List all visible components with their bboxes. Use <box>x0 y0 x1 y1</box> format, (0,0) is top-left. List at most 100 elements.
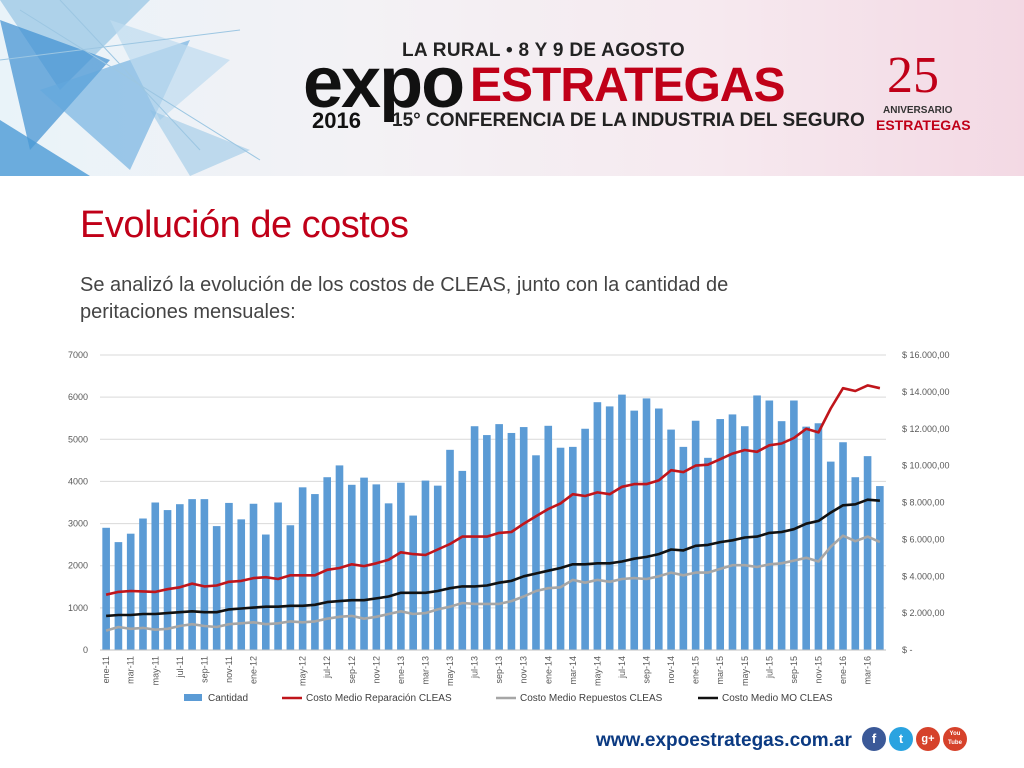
bar <box>826 461 835 650</box>
bar <box>237 519 246 650</box>
anniversary-brand: ESTRATEGAS <box>876 117 971 133</box>
x-tick-label: may-15 <box>740 656 750 686</box>
x-tick-label: jul-11 <box>175 656 185 678</box>
bar <box>691 420 700 650</box>
x-tick-label: mar-13 <box>420 656 430 685</box>
y-right-tick-label: $ 16.000,00 <box>902 350 950 360</box>
bar <box>679 446 688 650</box>
bar <box>261 534 270 650</box>
x-tick-label: nov-14 <box>666 656 676 684</box>
x-tick-label: nov-11 <box>224 656 234 683</box>
bar <box>704 457 712 650</box>
bar <box>458 470 467 650</box>
facebook-icon[interactable]: f <box>862 727 886 751</box>
x-tick-label: mar-11 <box>126 656 136 684</box>
bar <box>507 432 516 650</box>
bar <box>802 426 810 650</box>
bar <box>618 394 626 650</box>
chart-svg: 0 1000 2000 3000 4000 5000 6000 7000 $ - $ 2.000,… <box>68 350 950 704</box>
x-tick-label: jul-14 <box>617 656 627 679</box>
bar <box>102 527 110 650</box>
cost-evolution-chart: 0 1000 2000 3000 4000 5000 6000 7000 $ - $ 2.000,… <box>56 340 976 712</box>
x-tick-label: ene-12 <box>249 656 259 684</box>
youtube-icon[interactable]: You Tube <box>943 727 967 751</box>
logo-expo: expo <box>303 43 465 123</box>
bar <box>470 426 479 650</box>
bar <box>446 449 454 650</box>
bar <box>409 515 417 650</box>
bar <box>593 402 602 650</box>
bar <box>716 419 725 650</box>
bar <box>225 502 233 650</box>
header-banner: LA RURAL • 8 Y 9 DE AGOSTO expo ESTRATEG… <box>0 0 1024 176</box>
bar <box>323 477 332 650</box>
bar <box>814 423 823 650</box>
legend-label: Costo Medio MO CLEAS <box>722 693 833 704</box>
x-tick-label: mar-14 <box>568 656 578 685</box>
banner-decoration <box>0 0 261 176</box>
bar <box>863 456 872 650</box>
y-left-tick-label: 5000 <box>68 434 88 444</box>
bar <box>360 477 368 650</box>
bar <box>421 480 430 650</box>
x-tick-label: nov-12 <box>371 656 381 684</box>
y-right-tick-label: $ 4.000,00 <box>902 571 945 581</box>
bar <box>495 424 503 650</box>
x-tick-label: sep-13 <box>494 656 504 684</box>
y-left-tick-label: 0 <box>83 645 88 655</box>
website-link[interactable]: www.expoestrategas.com.ar <box>596 730 852 751</box>
bar <box>188 499 196 650</box>
bar <box>654 408 663 650</box>
x-tick-label: jul-13 <box>470 656 480 679</box>
bar <box>335 465 344 650</box>
bar <box>200 499 209 650</box>
bar <box>630 410 639 650</box>
x-tick-label: ene-14 <box>543 656 553 684</box>
y-right-tick-label: $ 6.000,00 <box>902 534 945 544</box>
line-mo <box>106 498 881 618</box>
y-left-tick-label: 1000 <box>68 603 88 613</box>
slide-subtitle: Se analizó la evolución de los costos de… <box>80 274 729 323</box>
bar <box>605 406 614 650</box>
bar <box>556 447 565 650</box>
x-tick-label: sep-14 <box>642 656 652 684</box>
bar <box>274 502 282 650</box>
google-plus-icon[interactable]: g+ <box>916 727 940 751</box>
bar <box>311 494 319 650</box>
footer: www.expoestrategas.com.ar f t g+ You Tub… <box>0 722 1024 768</box>
y-left-tick-label: 6000 <box>68 392 88 402</box>
y-left-tick-label: 4000 <box>68 476 88 486</box>
legend-swatch-cantidad <box>184 694 202 701</box>
bar <box>581 428 589 650</box>
x-tick-label: ene-16 <box>838 656 848 684</box>
x-tick-label: jul-12 <box>322 656 332 679</box>
bar <box>384 503 393 650</box>
logo-year: 2016 <box>312 108 361 133</box>
bar <box>347 484 356 650</box>
bar <box>163 510 172 650</box>
anniversary-number: 25 <box>887 47 939 104</box>
bar <box>298 487 307 650</box>
bar <box>851 477 860 650</box>
x-tick-label: jul-15 <box>764 656 774 679</box>
bar <box>642 398 651 650</box>
bar <box>212 526 221 650</box>
y-right-tick-label: $ 14.000,00 <box>902 387 950 397</box>
x-tick-label: may-14 <box>592 656 602 686</box>
twitter-icon[interactable]: t <box>889 727 913 751</box>
legend-label: Costo Medio Repuestos CLEAS <box>520 693 663 704</box>
bar <box>765 400 774 650</box>
y-right-tick-label: $ 12.000,00 <box>902 424 950 434</box>
event-line: LA RURAL • 8 Y 9 DE AGOSTO <box>402 40 685 61</box>
y-right-tick-label: $ 2.000,00 <box>902 608 945 618</box>
legend-label: Cantidad <box>208 693 248 704</box>
logo-conference: 15° CONFERENCIA DE LA INDUSTRIA DEL SEGU… <box>392 110 865 131</box>
bar <box>286 525 295 650</box>
y-left-tick-label: 3000 <box>68 519 88 529</box>
bar <box>176 504 184 650</box>
x-tick-label: nov-15 <box>813 656 823 684</box>
x-tick-label: may-11 <box>150 656 160 685</box>
bar <box>839 442 847 650</box>
bar <box>139 518 147 650</box>
bar <box>569 446 577 650</box>
